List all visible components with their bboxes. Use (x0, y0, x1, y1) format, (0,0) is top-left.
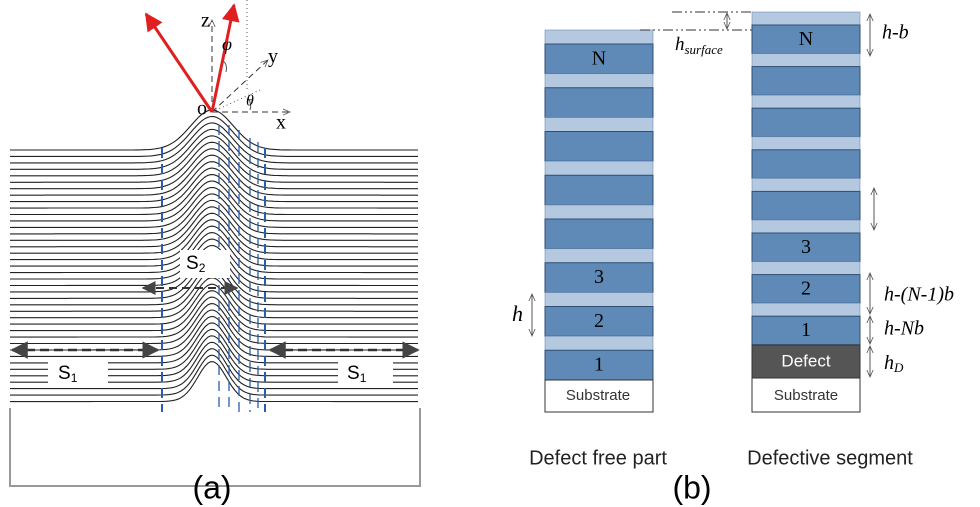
dark-layer (751, 232, 861, 263)
substrate-layer (544, 379, 654, 413)
film-line (10, 128, 418, 170)
light-layer (751, 11, 861, 26)
film-line (10, 148, 418, 190)
h-label: h (512, 301, 523, 326)
s1-label: S1 (347, 363, 367, 385)
light-layer (751, 219, 861, 234)
light-layer (544, 248, 654, 264)
film-line (10, 348, 418, 390)
label-bg (338, 360, 393, 388)
s1-label: S1 (58, 363, 78, 385)
dark-layer (544, 87, 654, 118)
h-d-label: hD (884, 352, 904, 375)
h-surface-label: hsurface (675, 34, 723, 57)
film-line (10, 161, 418, 203)
light-layer (751, 178, 861, 192)
boundary-lines (161, 125, 266, 412)
substrate-label: Substrate (774, 387, 838, 404)
angle-phi: φ (222, 34, 232, 54)
layer-label: 2 (801, 277, 811, 299)
axis-x: x (276, 112, 286, 134)
film-line (10, 244, 418, 287)
dark-layer (751, 149, 861, 179)
layer-label: N (799, 28, 813, 50)
film-line (10, 193, 418, 235)
film-line (10, 180, 418, 222)
layer-label: 3 (801, 236, 811, 258)
column-caption: Defect free part (529, 447, 667, 469)
film-line (10, 122, 418, 164)
axis-z: z (201, 10, 210, 32)
light-layer (544, 29, 654, 45)
layer-label: 3 (594, 266, 604, 288)
film-line (10, 135, 418, 177)
film-line (10, 206, 418, 248)
film-line (10, 141, 418, 183)
label-bg (180, 250, 230, 278)
dark-layer (751, 190, 861, 221)
dark-layer (544, 262, 654, 293)
dark-layer (751, 274, 861, 304)
light-layer (751, 94, 861, 109)
origin: o (197, 98, 207, 120)
film-line (10, 174, 418, 216)
angle-theta: θ (246, 93, 254, 110)
layer-label: 2 (594, 310, 604, 332)
dark-layer (544, 131, 654, 162)
film-line (10, 354, 418, 396)
film-line (10, 296, 418, 338)
layer-label: 1 (594, 354, 604, 376)
light-layer (751, 302, 861, 317)
light-layer (544, 117, 654, 132)
light-layer (751, 53, 861, 67)
light-layer (751, 136, 861, 151)
light-layer (751, 261, 861, 275)
film-line (10, 212, 418, 254)
h-b-label: h-b (882, 22, 909, 44)
column-caption: Defective segment (747, 447, 913, 469)
surface-lines (640, 11, 752, 31)
layer-stacks: N 3 2 1 N 3 2 1 (544, 11, 861, 413)
dark-layer (544, 218, 654, 250)
layer-label: 1 (801, 319, 811, 341)
dark-layer (544, 306, 654, 337)
dark-layer (751, 66, 861, 96)
film-line (10, 238, 418, 280)
substrate-label: Substrate (566, 387, 630, 404)
dark-layer (751, 107, 861, 138)
dark-layer (544, 174, 654, 206)
film-line (10, 361, 418, 403)
film-line (10, 154, 418, 196)
film-line (10, 186, 418, 228)
dark-layer (544, 43, 654, 75)
light-layer (544, 73, 654, 89)
dark-layer (544, 349, 654, 381)
h-nb-label: h-Nb (884, 318, 924, 340)
caption: (a) (192, 469, 231, 505)
light-layer (544, 160, 654, 176)
axis-y: y (268, 46, 278, 68)
film-line (10, 199, 418, 241)
film-line (10, 219, 418, 261)
dark-layer (751, 24, 861, 55)
caption: (b) (672, 469, 711, 505)
h-n1b-label: h-(N-1)b (884, 284, 954, 306)
light-layer (544, 292, 654, 307)
film-line (10, 232, 418, 274)
substrate-layer (751, 377, 861, 413)
light-layer (544, 335, 654, 351)
label-bg (48, 360, 108, 388)
defect-layer (751, 344, 861, 379)
film-line (10, 115, 418, 157)
axes (144, 0, 290, 112)
s2-label: S2 (186, 253, 206, 275)
substrate-box (9, 408, 421, 487)
film-line (10, 225, 418, 267)
film-line (10, 167, 418, 209)
layer-label: N (592, 47, 606, 69)
defect-label: Defect (781, 351, 830, 370)
light-layer (544, 204, 654, 220)
